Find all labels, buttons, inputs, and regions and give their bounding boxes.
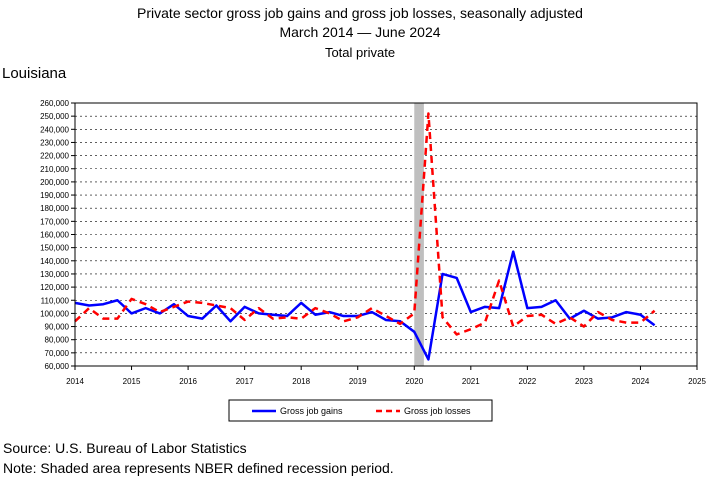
x-tick-label: 2020 xyxy=(405,377,423,386)
region-label: Louisiana xyxy=(2,65,67,82)
grid-lines xyxy=(75,115,697,354)
x-tick-label: 2021 xyxy=(462,377,480,386)
chart-subtitle: Total private xyxy=(324,45,396,60)
chart-title: Private sector gross job gains and gross… xyxy=(137,5,583,21)
y-tick-label: 70,000 xyxy=(45,349,70,358)
y-tick-label: 140,000 xyxy=(40,257,69,266)
y-tick-label: 210,000 xyxy=(40,165,69,174)
y-tick-label: 220,000 xyxy=(40,152,69,161)
x-axis: 2014 2015 2016 2017 2018 2019 2020 2021 2022 2023… xyxy=(66,366,706,386)
gross-job-losses-line xyxy=(74,112,656,336)
y-tick-label: 90,000 xyxy=(45,323,70,332)
y-tick-label: 260,000 xyxy=(40,99,69,108)
x-tick-label: 2017 xyxy=(236,377,254,386)
chart-area: 60,000 70,000 80,000 90,000 100,000 110,000 12… xyxy=(40,99,706,422)
y-tick-label: 150,000 xyxy=(40,244,69,253)
y-tick-label: 130,000 xyxy=(40,270,69,279)
source-note: Source: U.S. Bureau of Labor Statistics xyxy=(3,440,247,456)
y-tick-label: 120,000 xyxy=(40,283,69,292)
y-axis: 60,000 70,000 80,000 90,000 100,000 110,000 12… xyxy=(40,99,75,371)
y-tick-label: 190,000 xyxy=(40,191,69,200)
series-lines xyxy=(74,112,656,361)
y-tick-label: 60,000 xyxy=(45,362,70,371)
x-tick-label: 2022 xyxy=(518,377,536,386)
y-tick-label: 240,000 xyxy=(40,125,69,134)
plot-frame xyxy=(74,102,698,367)
legend-label-losses: Gross job losses xyxy=(404,406,471,416)
legend-label-gains: Gross job gains xyxy=(280,406,343,416)
x-tick-label: 2016 xyxy=(179,377,197,386)
y-tick-label: 100,000 xyxy=(40,309,69,318)
x-tick-label: 2025 xyxy=(688,377,706,386)
y-tick-label: 250,000 xyxy=(40,112,69,121)
x-tick-label: 2023 xyxy=(575,377,593,386)
gross-job-gains-line xyxy=(74,250,656,361)
x-tick-label: 2024 xyxy=(632,377,650,386)
y-tick-label: 170,000 xyxy=(40,217,69,226)
y-tick-label: 80,000 xyxy=(45,336,70,345)
y-tick-label: 110,000 xyxy=(41,296,70,305)
y-tick-label: 180,000 xyxy=(40,204,69,213)
chart-date-range: March 2014 — June 2024 xyxy=(279,24,441,40)
x-tick-label: 2015 xyxy=(123,377,141,386)
x-tick-label: 2019 xyxy=(349,377,367,386)
recession-note: Note: Shaded area represents NBER define… xyxy=(3,460,394,476)
y-tick-label: 160,000 xyxy=(40,231,69,240)
y-tick-label: 200,000 xyxy=(40,178,69,187)
x-tick-label: 2014 xyxy=(66,377,84,386)
legend: Gross job gains Gross job losses xyxy=(228,399,493,422)
legend-box xyxy=(228,399,493,422)
y-tick-label: 230,000 xyxy=(40,138,69,147)
x-tick-label: 2018 xyxy=(292,377,310,386)
